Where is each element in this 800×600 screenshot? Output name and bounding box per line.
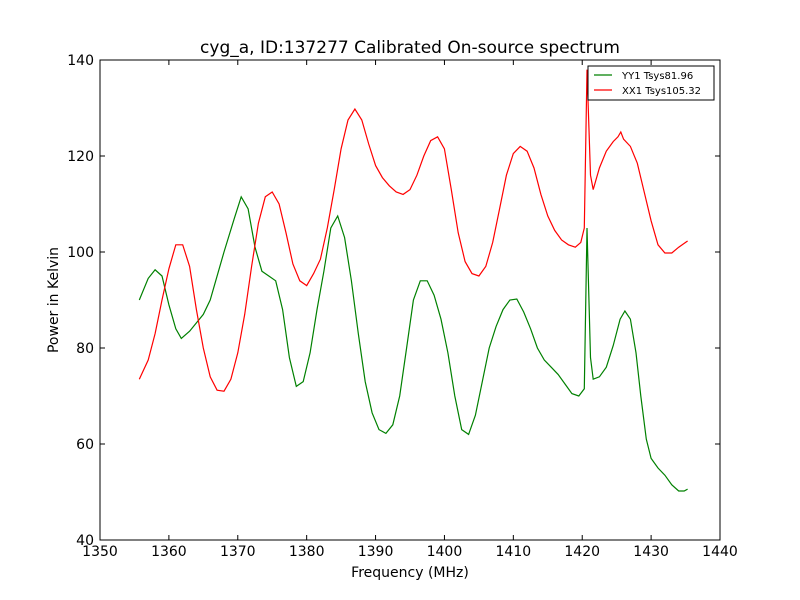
axis-ticks: 1350 1360 1370 1380 1390 1400 1410 1420 1430 1440… [67, 53, 738, 560]
x-tick-label: 1360 [151, 544, 187, 560]
x-tick-label: 1410 [496, 544, 532, 560]
x-tick-label: 1370 [220, 544, 256, 560]
x-tick-label: 1390 [358, 544, 394, 560]
y-axis-label: Power in Kelvin [46, 247, 62, 353]
series-line-xx1 [138, 69, 688, 392]
chart-title: cyg_a, ID:137277 Calibrated On-source sp… [200, 38, 620, 58]
legend-label-yy1: YY1 Tsys81.96 [621, 71, 693, 82]
x-tick-label: 1380 [289, 544, 325, 560]
x-tick-label: 1350 [82, 544, 118, 560]
y-tick-label: 60 [76, 437, 94, 453]
legend-box [587, 65, 715, 101]
y-tick-label: 120 [67, 149, 94, 165]
y-tick-label: 140 [67, 53, 94, 69]
legend-label-xx1: XX1 Tsys105.32 [622, 86, 701, 97]
series-line-yy1 [138, 195, 688, 492]
x-tick-label: 1430 [633, 544, 669, 560]
y-tick-label: 80 [76, 341, 94, 357]
y-tick-label: 40 [76, 533, 94, 549]
x-tick-label: 1400 [427, 544, 463, 560]
y-tick-label: 100 [67, 245, 94, 261]
x-tick-label: 1440 [702, 544, 738, 560]
axes-frame [99, 59, 721, 541]
legend: YY1 Tsys81.96 XX1 Tsys105.32 [587, 65, 715, 101]
x-tick-label: 1420 [564, 544, 600, 560]
x-axis-label: Frequency (MHz) [351, 565, 469, 581]
plot-area [138, 69, 688, 492]
